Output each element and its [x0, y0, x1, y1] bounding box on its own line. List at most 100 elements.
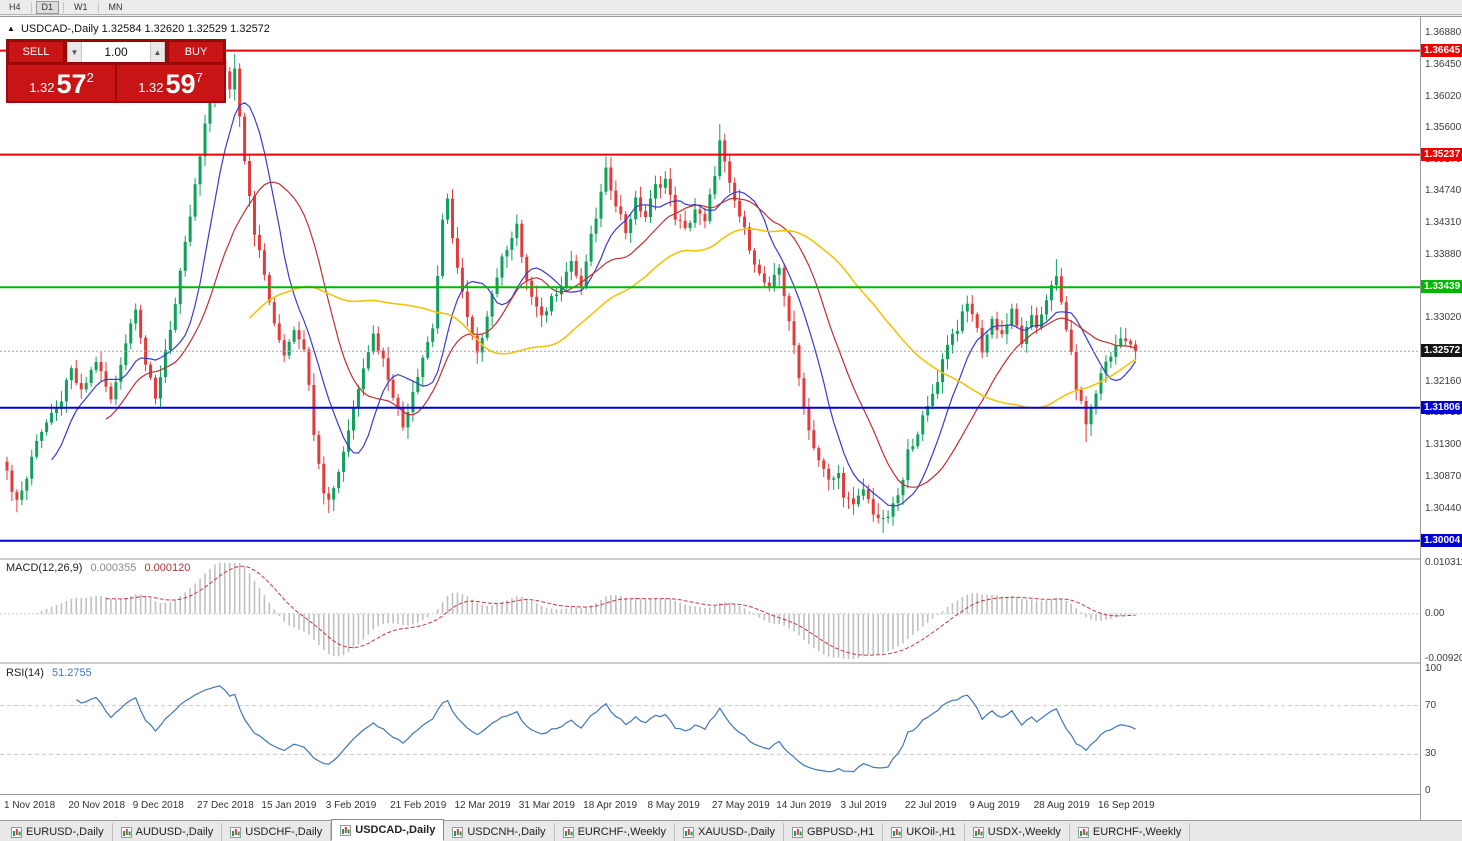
chart-tab-ukoil-h1-8[interactable]: UKOil-,H1: [883, 823, 965, 841]
time-axis-label: 22 Jul 2019: [904, 800, 957, 811]
chart-tab-eurusd-daily-0[interactable]: EURUSD-,Daily: [3, 823, 113, 841]
buy-button[interactable]: BUY: [168, 41, 224, 63]
time-axis-label: 28 Aug 2019: [1033, 800, 1090, 811]
time-axis-label: 18 Apr 2019: [583, 800, 638, 811]
chart-thumbnail-icon: [452, 826, 464, 838]
sell-price-major: 1.32: [29, 80, 55, 95]
chart-tab-label: EURCHF-,Weekly: [577, 826, 666, 838]
rsi-value: 51.2755: [51, 667, 92, 679]
chart-tab-usdx-weekly-9[interactable]: USDX-,Weekly: [965, 823, 1070, 841]
chart-thumbnail-icon: [972, 826, 984, 838]
price-axis-label: 1.35600: [1425, 121, 1462, 133]
volume-input[interactable]: 1.00: [104, 45, 128, 59]
chart-tab-label: UKOil-,H1: [906, 826, 956, 838]
timeframe-button-mn[interactable]: MN: [102, 0, 129, 14]
macd-axis-label: 0.010311: [1425, 557, 1462, 568]
volume-increase-button[interactable]: ▲: [150, 42, 165, 62]
chart-tab-usdchf-daily-2[interactable]: USDCHF-,Daily: [222, 823, 332, 841]
time-axis-label: 3 Jul 2019: [840, 800, 887, 811]
chart-tab-eurchf-weekly-5[interactable]: EURCHF-,Weekly: [555, 823, 675, 841]
chart-tab-label: GBPUSD-,H1: [807, 826, 875, 838]
rsi-axis-label: 100: [1425, 663, 1442, 674]
time-axis-label: 12 Mar 2019: [454, 800, 511, 811]
rsi-axis-label: 0: [1425, 785, 1431, 796]
chart-tab-label: USDX-,Weekly: [987, 826, 1061, 838]
symbol-label: USDCAD-,Daily: [20, 23, 99, 35]
chart-tab-eurchf-weekly-10[interactable]: EURCHF-,Weekly: [1070, 823, 1191, 841]
chart-thumbnail-icon: [11, 826, 22, 838]
macd-indicator-label: MACD(12,26,9) 0.000355 0.000120: [6, 562, 190, 574]
chart-title: ▲ USDCAD-,Daily 1.32584 1.32620 1.32529 …: [7, 23, 270, 35]
chart-thumbnail-icon: [792, 826, 803, 838]
time-axis-label: 31 Mar 2019: [518, 800, 575, 811]
candlesticks: [5, 48, 1138, 533]
price-axis-label: 1.36450: [1425, 59, 1462, 71]
macd-name: MACD(12,26,9): [6, 562, 83, 574]
time-axis-label: 15 Jan 2019: [261, 800, 317, 811]
level-price-tag: 1.36645: [1421, 43, 1462, 57]
sell-price-pips: 57: [56, 69, 87, 99]
time-axis-label: 21 Feb 2019: [390, 800, 447, 811]
macd-axis-label: 0.00: [1425, 607, 1445, 619]
timeframe-toolbar: H4 D1 W1 MN: [0, 0, 1462, 15]
rsi-panel: [0, 685, 1420, 773]
time-axis-label: 27 May 2019: [711, 800, 770, 811]
one-click-trading-panel: SELL ▼ 1.00 ▲ BUY 1.32 57 2 1.32 59 7: [6, 39, 226, 103]
chart-thumbnail-icon: [682, 826, 694, 838]
chart-tab-usdcad-daily-3[interactable]: USDCAD-,Daily: [331, 819, 445, 841]
sell-price-point: 2: [86, 70, 94, 85]
time-axis-label: 9 Dec 2018: [132, 800, 184, 811]
timeframe-button-w1[interactable]: W1: [68, 0, 94, 14]
time-axis[interactable]: 1 Nov 2018 20 Nov 2018 9 Dec 2018 27 Dec 20…: [0, 795, 1420, 820]
buy-price-display[interactable]: 1.32 59 7: [117, 65, 224, 101]
time-axis-label: 8 May 2019: [647, 800, 700, 811]
level-price-tag: 1.33439: [1421, 280, 1462, 294]
chart-tab-audusd-daily-1[interactable]: AUDUSD-,Daily: [113, 823, 223, 841]
current-price-tag: 1.32572: [1421, 344, 1462, 358]
chart-tab-bar: EURUSD-,Daily AUDUSD-,Daily USDCHF-,Daily U…: [0, 819, 1462, 841]
chart-window: 1.368801.364501.360201.356001.351701.347…: [0, 16, 1462, 820]
chart-tab-xauusd-daily-6[interactable]: XAUUSD-,Daily: [675, 823, 784, 841]
price-axis-label: 1.33020: [1425, 312, 1462, 324]
time-axis-label: 27 Dec 2018: [197, 800, 254, 811]
chart-tab-gbpusd-h1-7[interactable]: GBPUSD-,H1: [784, 823, 884, 841]
rsi-indicator-label: RSI(14) 51.2755: [6, 667, 92, 679]
ohlc-low: 1.32529: [187, 23, 228, 35]
chart-thumbnail-icon: [230, 826, 242, 838]
price-axis-label: 1.30870: [1425, 470, 1462, 482]
macd-main-value: 0.000355: [90, 562, 137, 574]
price-axis-label: 1.30440: [1425, 502, 1462, 514]
toolbar-separator: [97, 1, 99, 13]
timeframe-button-d1[interactable]: D1: [35, 0, 60, 14]
level-price-tag: 1.35237: [1421, 147, 1462, 161]
ohlc-open: 1.32584: [101, 23, 142, 35]
chart-thumbnail-icon: [891, 826, 903, 838]
rsi-name: RSI(14): [6, 667, 44, 679]
level-price-tag: 1.31806: [1421, 400, 1462, 414]
chart-tab-usdcnh-daily-4[interactable]: USDCNH-,Daily: [444, 823, 555, 841]
timeframe-button-h4[interactable]: H4: [3, 0, 27, 14]
time-axis-label: 16 Sep 2019: [1097, 800, 1155, 811]
toolbar-separator: [30, 1, 32, 13]
chart-thumbnail-icon: [562, 826, 574, 838]
sell-button[interactable]: SELL: [8, 41, 64, 63]
price-axis-label: 1.32160: [1425, 375, 1462, 387]
collapse-arrow-icon[interactable]: ▲: [7, 24, 15, 33]
buy-price-point: 7: [195, 70, 203, 85]
chart-tab-label: XAUUSD-,Daily: [697, 826, 775, 838]
rsi-axis-label: 30: [1425, 748, 1437, 760]
toolbar-separator: [63, 1, 65, 13]
chart-tab-label: USDCHF-,Daily: [245, 826, 323, 838]
price-axis-label: 1.36020: [1425, 90, 1462, 102]
price-axis[interactable]: 1.368801.364501.360201.356001.351701.347…: [1420, 17, 1462, 820]
sell-price-display[interactable]: 1.32 57 2: [8, 65, 115, 101]
price-axis-label: 1.36880: [1425, 27, 1462, 39]
panel-separators: [0, 558, 1420, 795]
chart-thumbnail-icon: [340, 824, 352, 836]
moving-averages: [51, 102, 1137, 507]
volume-decrease-button[interactable]: ▼: [67, 42, 82, 62]
price-axis-label: 1.34740: [1425, 185, 1462, 197]
macd-panel: [0, 563, 1420, 659]
chart-tab-label: USDCNH-,Daily: [467, 826, 546, 838]
chart-canvas[interactable]: [0, 17, 1420, 795]
